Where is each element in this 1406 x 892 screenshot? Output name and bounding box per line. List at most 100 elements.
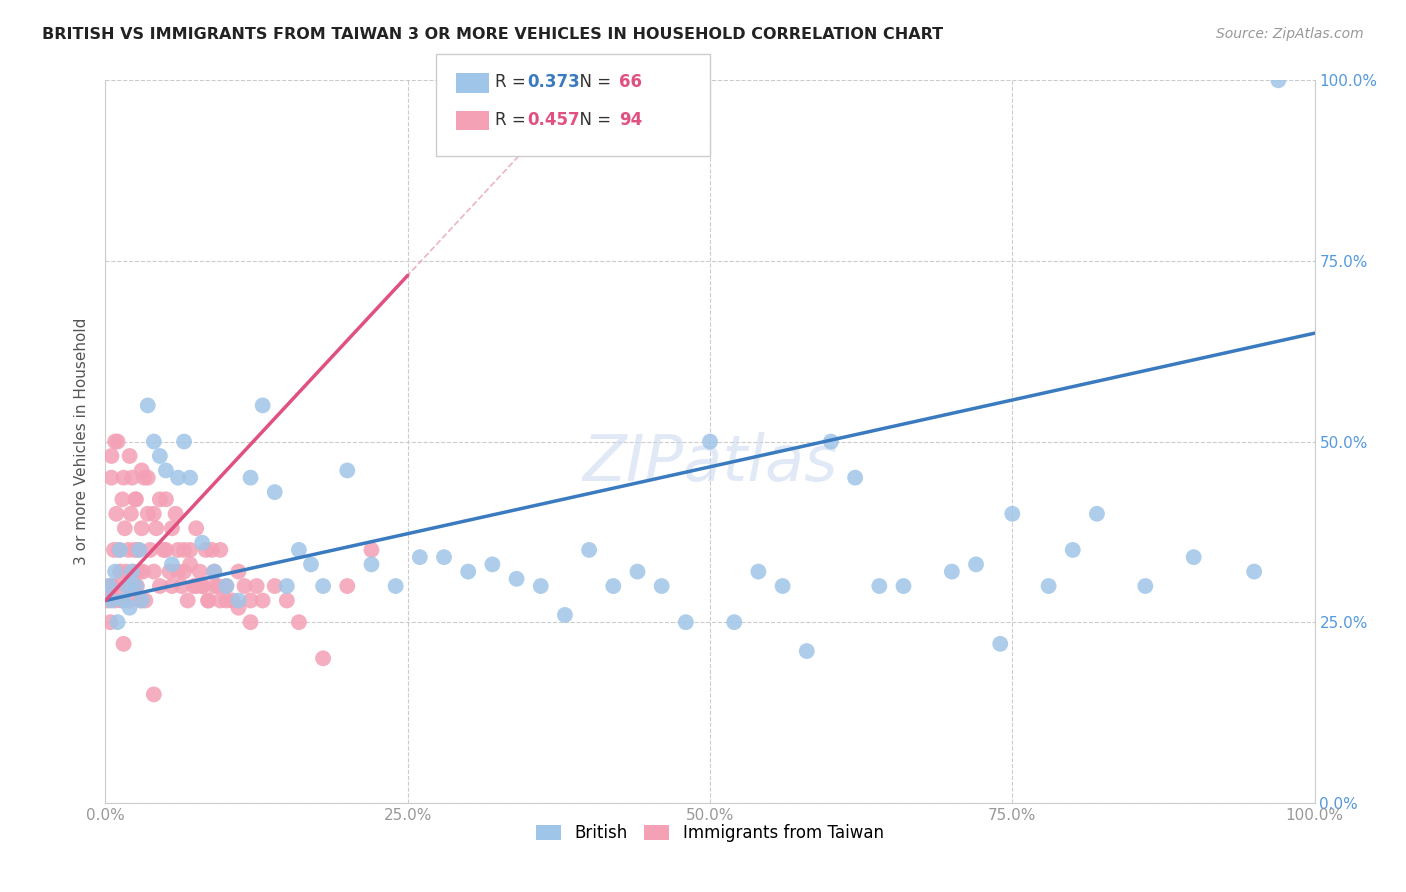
Text: 0.457: 0.457 xyxy=(527,111,579,128)
Text: 94: 94 xyxy=(619,111,643,128)
Point xyxy=(98,615,121,630)
Point xyxy=(1038,579,1060,593)
Point xyxy=(820,434,842,449)
Point xyxy=(772,579,794,593)
Point xyxy=(124,492,148,507)
Point xyxy=(239,615,262,630)
Point xyxy=(228,600,250,615)
Point xyxy=(136,398,159,412)
Point xyxy=(207,579,229,593)
Point xyxy=(221,593,243,607)
Point xyxy=(136,471,159,485)
Text: N =: N = xyxy=(569,111,617,128)
Point xyxy=(142,434,165,449)
Point xyxy=(384,579,406,593)
Point xyxy=(626,565,648,579)
Point xyxy=(134,471,156,485)
Point xyxy=(197,593,219,607)
Point xyxy=(263,579,285,593)
Point xyxy=(252,398,274,412)
Point xyxy=(457,565,479,579)
Point xyxy=(179,542,201,557)
Point xyxy=(191,579,214,593)
Point xyxy=(202,579,225,593)
Point xyxy=(115,565,138,579)
Point xyxy=(104,434,127,449)
Point xyxy=(132,565,155,579)
Text: Source: ZipAtlas.com: Source: ZipAtlas.com xyxy=(1216,27,1364,41)
Point xyxy=(215,579,238,593)
Point xyxy=(941,565,963,579)
Point xyxy=(188,565,211,579)
Point xyxy=(651,579,673,593)
Point xyxy=(965,558,987,572)
Point xyxy=(112,471,135,485)
Point xyxy=(118,593,141,607)
Point xyxy=(1182,550,1205,565)
Point xyxy=(252,593,274,607)
Point xyxy=(129,593,152,607)
Point xyxy=(107,542,129,557)
Point xyxy=(160,558,183,572)
Point xyxy=(103,542,125,557)
Point xyxy=(108,542,131,557)
Point xyxy=(112,637,135,651)
Point xyxy=(505,572,527,586)
Point xyxy=(360,558,382,572)
Point xyxy=(1267,73,1289,87)
Point xyxy=(530,579,553,593)
Point xyxy=(131,521,153,535)
Point xyxy=(121,471,143,485)
Point xyxy=(128,542,150,557)
Point xyxy=(263,485,285,500)
Point xyxy=(312,579,335,593)
Point xyxy=(602,579,624,593)
Point xyxy=(183,579,205,593)
Point xyxy=(312,651,335,665)
Point xyxy=(202,565,225,579)
Point xyxy=(136,507,159,521)
Point xyxy=(194,542,217,557)
Point xyxy=(173,434,195,449)
Point xyxy=(868,579,890,593)
Point xyxy=(186,579,208,593)
Text: R =: R = xyxy=(495,111,531,128)
Point xyxy=(360,542,382,557)
Point xyxy=(191,535,214,549)
Point xyxy=(107,579,129,593)
Point xyxy=(1085,507,1108,521)
Point xyxy=(288,542,311,557)
Point xyxy=(134,593,156,607)
Point xyxy=(159,565,181,579)
Point xyxy=(124,492,148,507)
Point xyxy=(481,558,503,572)
Point xyxy=(125,579,148,593)
Point xyxy=(173,542,195,557)
Point xyxy=(209,593,232,607)
Y-axis label: 3 or more Vehicles in Household: 3 or more Vehicles in Household xyxy=(75,318,90,566)
Point xyxy=(155,492,177,507)
Point xyxy=(101,579,124,593)
Point xyxy=(336,463,359,477)
Point xyxy=(115,579,138,593)
Point xyxy=(215,579,238,593)
Point xyxy=(699,434,721,449)
Point xyxy=(176,593,198,607)
Point xyxy=(723,615,745,630)
Point xyxy=(110,593,132,607)
Point xyxy=(104,593,127,607)
Point xyxy=(115,579,138,593)
Point xyxy=(170,579,193,593)
Text: N =: N = xyxy=(569,73,617,91)
Point xyxy=(215,593,238,607)
Point xyxy=(747,565,769,579)
Text: 0.373: 0.373 xyxy=(527,73,581,91)
Point xyxy=(167,542,190,557)
Point xyxy=(100,471,122,485)
Point xyxy=(409,550,432,565)
Point xyxy=(124,579,148,593)
Point xyxy=(675,615,697,630)
Point xyxy=(142,507,165,521)
Point xyxy=(139,542,162,557)
Point xyxy=(167,471,190,485)
